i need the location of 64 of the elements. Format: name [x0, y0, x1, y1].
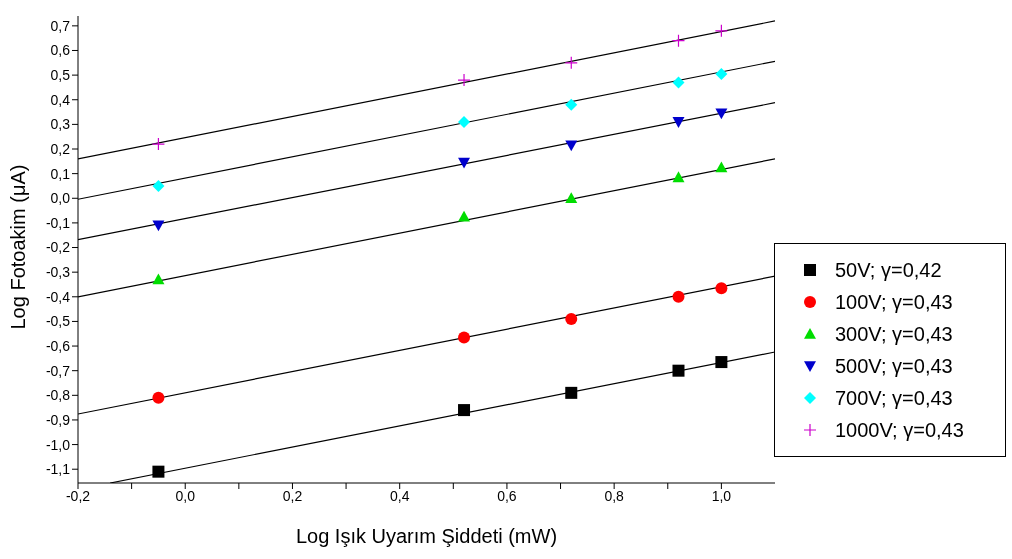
legend-label: 100V; γ=0,43 [835, 290, 953, 314]
x-tick-label: 0,8 [604, 487, 625, 504]
legend-label: 500V; γ=0,43 [835, 354, 953, 378]
x-tick-label: 0,4 [389, 487, 410, 504]
point [672, 364, 685, 377]
y-tick-label: -0,9 [45, 411, 71, 428]
x-tick-label: 0,6 [497, 487, 517, 504]
point [565, 140, 578, 152]
point [458, 404, 471, 417]
legend-label: 50V; γ=0,42 [835, 258, 942, 282]
point [715, 161, 728, 173]
point [672, 171, 685, 183]
point [671, 34, 686, 48]
x-tick-label: -0,2 [65, 487, 91, 504]
point [565, 98, 578, 111]
point [152, 179, 165, 192]
point [152, 391, 165, 404]
y-tick-label: -0,4 [45, 288, 71, 305]
y-tick-label: -1,0 [45, 436, 71, 453]
y-tick-label: -1,1 [45, 461, 71, 478]
y-tick-label: -0,3 [45, 264, 71, 281]
point [715, 67, 728, 80]
point [458, 331, 471, 344]
y-tick-label: -0,8 [45, 387, 71, 404]
y-tick-label: 0,5 [50, 67, 71, 84]
point [564, 56, 578, 70]
x-tick-label: 0,0 [175, 487, 196, 504]
y-tick-label: 0,6 [50, 42, 71, 59]
point [672, 117, 685, 128]
legend-label: 700V; γ=0,43 [835, 386, 953, 410]
point [715, 356, 728, 369]
y-tick-label: 0,2 [50, 140, 71, 157]
y-tick-label: 0,3 [50, 116, 71, 133]
y-tick-label: 0,0 [50, 190, 71, 207]
point [152, 465, 165, 478]
x-tick-label: 1,0 [711, 487, 732, 504]
legend-label: 1000V; γ=0,43 [835, 418, 964, 442]
point [151, 137, 166, 151]
point [715, 282, 728, 295]
point [152, 220, 165, 232]
y-axis-title: Log Fotoakim (μA) [7, 164, 30, 330]
y-tick-label: -0,6 [45, 338, 71, 355]
point [458, 157, 471, 169]
y-tick-label: -0,2 [45, 239, 71, 256]
x-tick-label: 0,2 [282, 487, 303, 504]
point [715, 108, 728, 120]
point [565, 192, 578, 204]
point [565, 312, 578, 325]
point [672, 76, 685, 89]
point [714, 24, 728, 38]
point [672, 290, 685, 303]
y-tick-label: 0,4 [50, 91, 71, 108]
y-tick-label: 0,7 [50, 17, 71, 34]
point [457, 73, 471, 87]
y-tick-label: -0,1 [45, 214, 71, 231]
point [565, 386, 578, 399]
y-tick-label: -0,7 [45, 362, 71, 379]
x-axis-title: Log Işık Uyarım Şiddeti (mW) [295, 525, 558, 547]
y-tick-label: -0,5 [45, 313, 71, 330]
y-tick-label: 0,1 [50, 165, 71, 182]
point [458, 115, 471, 128]
point [152, 273, 165, 285]
point [458, 210, 471, 222]
legend-label: 300V; γ=0,43 [835, 322, 953, 346]
